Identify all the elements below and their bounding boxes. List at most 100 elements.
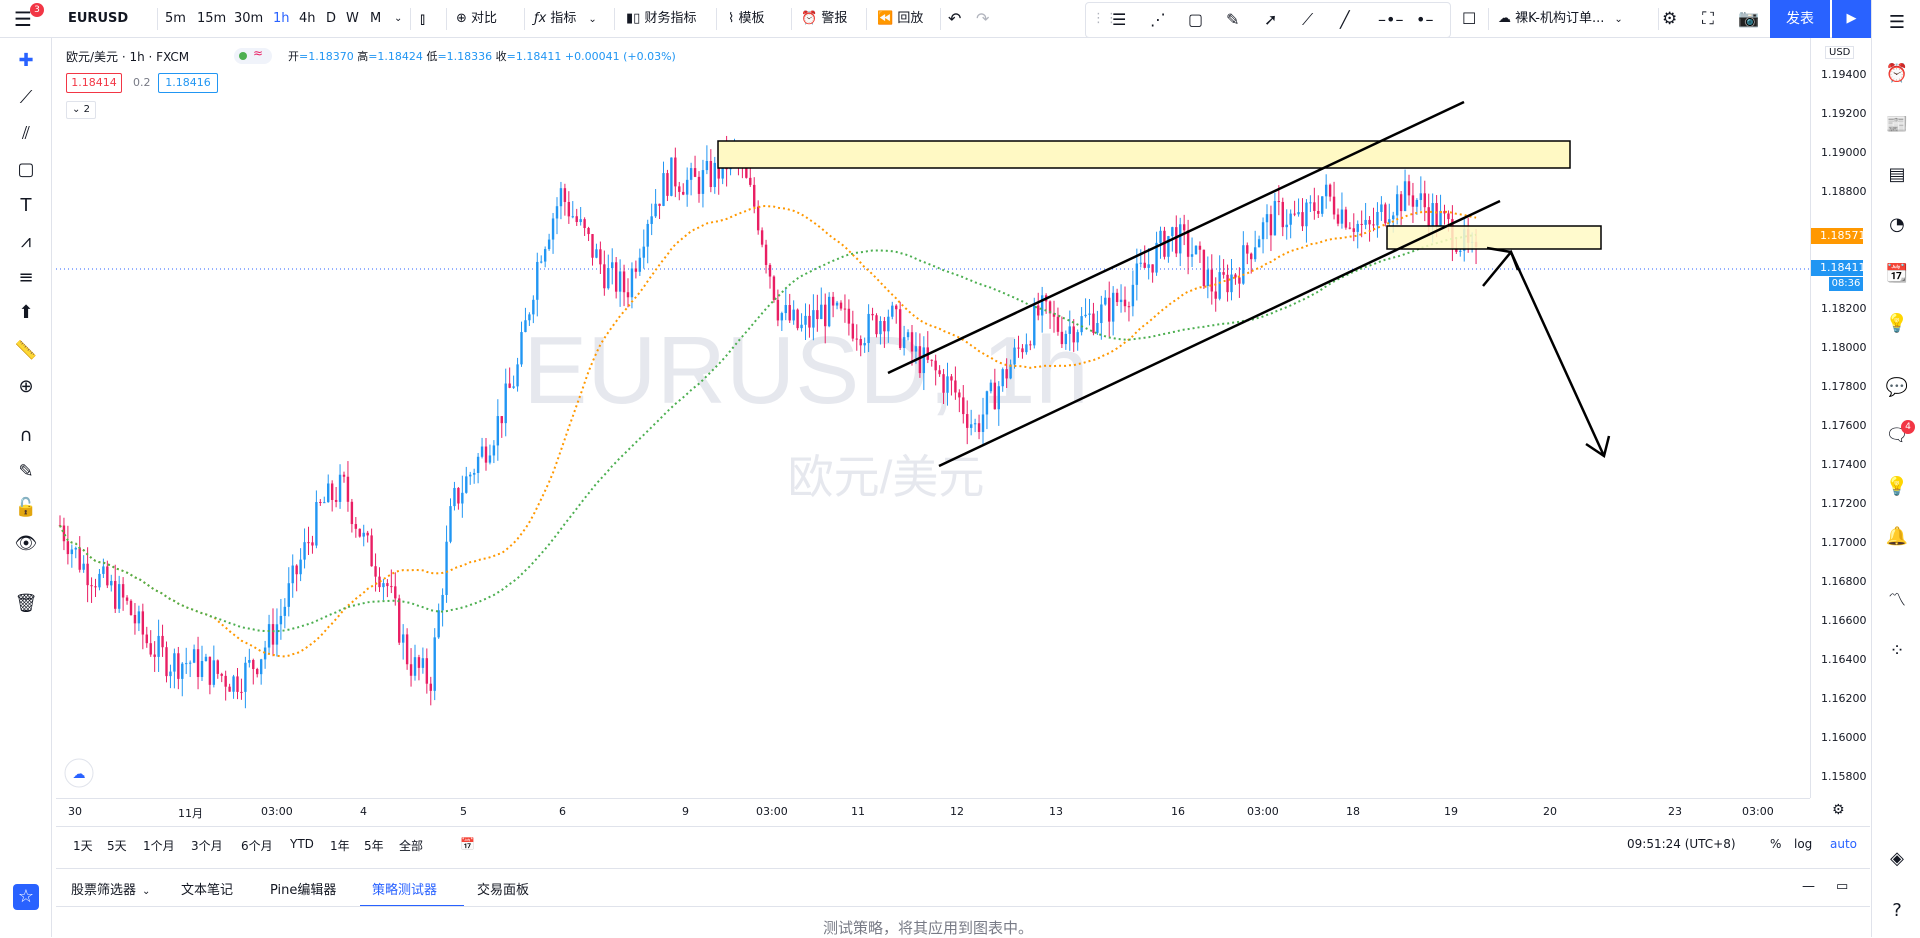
interval-1h[interactable]: 1h [273, 11, 290, 26]
interval-4h[interactable]: 4h [299, 11, 316, 26]
settings-gear-icon[interactable]: ⚙ [1662, 9, 1678, 29]
calendar-icon[interactable]: 📆 [1885, 263, 1909, 284]
tv-logo-icon[interactable] [64, 758, 94, 788]
alarm-clock-icon[interactable]: ⏰ [1885, 63, 1909, 84]
maximize-panel-icon[interactable]: ▭ [1836, 879, 1849, 894]
interval-5m[interactable]: 5m [165, 11, 186, 26]
alert-button[interactable]: ⏰ 警报 [801, 11, 848, 26]
text-icon[interactable]: T [20, 195, 32, 216]
axis-settings-gear-icon[interactable]: ⚙ [1832, 802, 1845, 818]
play-icon[interactable]: ▶ [1832, 0, 1871, 38]
pitchfork-tool-icon[interactable]: ⋰ [1150, 10, 1166, 29]
range-6m[interactable]: 6个月 [241, 839, 273, 853]
lock-icon[interactable]: 🔓 [14, 497, 38, 518]
ruler-icon[interactable]: 📏 [14, 340, 38, 361]
watchlist-icon[interactable]: ☰ [1888, 12, 1906, 33]
range-5y[interactable]: 5年 [364, 839, 384, 853]
interval-w[interactable]: W [346, 11, 359, 26]
lock-drawing-icon[interactable]: ✎ [18, 461, 34, 482]
chat-icon[interactable]: 💬 [1885, 377, 1909, 398]
compare-button[interactable]: ⊕ 对比 [456, 11, 498, 26]
trendline-icon[interactable]: ⟋ [19, 87, 33, 108]
rectangle-tool-icon[interactable]: ▢ [1188, 10, 1204, 29]
trendline-tool-icon[interactable]: ⟋ [1302, 10, 1314, 29]
fib-tool-icon[interactable]: ☰ [1112, 10, 1127, 29]
arrow-tool-icon[interactable]: ➚ [1264, 10, 1278, 29]
data-window-icon[interactable]: ▤ [1888, 164, 1906, 185]
symbol-search[interactable]: EURUSD [68, 11, 129, 26]
shapes-icon[interactable]: ▢ [17, 159, 35, 180]
fullscreen-select-icon[interactable]: ☐ [1462, 9, 1477, 28]
help-icon[interactable]: ? [1892, 900, 1902, 921]
interval-15m[interactable]: 15m [197, 11, 227, 26]
percent-scale-toggle[interactable]: % [1770, 837, 1782, 851]
range-3m[interactable]: 3个月 [191, 839, 223, 853]
ray-tool-icon[interactable]: ╱ [1340, 10, 1350, 29]
collapse-indicators-button[interactable]: ⌄ 2 [66, 101, 96, 119]
brush-tool-icon[interactable]: ✎ [1226, 10, 1240, 29]
range-1y[interactable]: 1年 [330, 839, 350, 853]
time-axis[interactable]: 30 11月 03:00 4 5 6 9 03:00 11 12 13 16 0… [56, 798, 1810, 824]
redo-icon[interactable]: ↷ [976, 9, 990, 28]
publish-button[interactable]: 发表 [1770, 0, 1830, 38]
interval-d[interactable]: D [326, 11, 337, 26]
camera-icon[interactable]: 📷 [1738, 9, 1760, 29]
hotlist-icon[interactable]: ◔ [1889, 214, 1905, 235]
hline-tool-icon[interactable]: –•– [1378, 10, 1404, 29]
channel-upper-line[interactable] [887, 100, 1465, 375]
range-1m[interactable]: 1个月 [143, 839, 175, 853]
projection-arrow[interactable] [1482, 249, 1606, 457]
legend-status[interactable]: ≈ [234, 46, 272, 64]
tab-strategy-tester[interactable]: 策略测试器 [372, 883, 438, 898]
range-all[interactable]: 全部 [399, 839, 424, 853]
pattern-icon[interactable]: ⩘ [20, 231, 32, 252]
currency-label[interactable]: USD [1825, 46, 1855, 59]
menu-icon[interactable]: ☰ [14, 7, 32, 31]
tab-text-notes[interactable]: 文本笔记 [181, 883, 234, 898]
supply-zone-lower[interactable] [1386, 225, 1602, 250]
sell-bid-button[interactable]: 1.18414 [66, 73, 122, 93]
layers-icon[interactable]: ◈ [1890, 848, 1904, 869]
price-chart[interactable]: EURUSD, 1h 欧元/美元 ☁ [56, 38, 1810, 798]
magnet-icon[interactable]: ∩ [19, 425, 33, 446]
range-5d[interactable]: 5天 [107, 839, 127, 853]
buy-ask-button[interactable]: 1.18416 [158, 73, 218, 93]
indicators-button[interactable]: ƒx 指标 ⌄ [534, 11, 597, 26]
layout-name-button[interactable]: ☁ 裸K-机构订单... ⌄ [1498, 11, 1623, 26]
minimize-panel-icon[interactable]: — [1802, 879, 1815, 894]
chevron-down-icon[interactable]: ⌄ [394, 13, 403, 24]
drag-handle-icon[interactable]: ⋮⋮ [1092, 11, 1118, 26]
log-scale-toggle[interactable]: log [1794, 837, 1813, 851]
star-watchlist-icon[interactable]: ☆ [13, 884, 39, 910]
arrow-up-icon[interactable]: ⬆ [18, 302, 34, 323]
goto-date-icon[interactable]: 📅 [460, 837, 475, 851]
channel-lower-line[interactable] [938, 199, 1501, 468]
tab-stock-screener[interactable]: 股票筛选器 ⌄ [71, 883, 151, 898]
trash-icon[interactable]: 🗑 [14, 593, 38, 614]
zoom-in-icon[interactable]: ⊕ [18, 376, 34, 397]
eye-icon[interactable]: 👁 [14, 533, 38, 554]
candle-style-icon[interactable]: ⫾ [420, 9, 426, 28]
news-icon[interactable]: 📰 [1885, 114, 1909, 135]
notifications-bell-icon[interactable]: 🔔 [1885, 526, 1909, 547]
price-axis[interactable]: USD 1.19400 1.19200 1.19000 1.18800 1.18… [1810, 38, 1870, 798]
tab-trading-panel[interactable]: 交易面板 [477, 883, 530, 898]
supply-zone-upper[interactable] [717, 140, 1571, 169]
range-1d[interactable]: 1天 [73, 839, 93, 853]
ideas-bulb-icon[interactable]: 💡 [1885, 313, 1909, 334]
interval-30m[interactable]: 30m [234, 11, 264, 26]
streams-icon[interactable]: 💡 [1885, 476, 1909, 497]
legend-title[interactable]: 欧元/美元 · 1h · FXCM [66, 50, 190, 64]
trend-chart-icon[interactable]: 〽 [1888, 590, 1906, 611]
interval-m[interactable]: M [370, 11, 382, 26]
undo-icon[interactable]: ↶ [948, 9, 962, 28]
object-tree-icon[interactable]: ⁘ [1889, 640, 1905, 661]
templates-button[interactable]: ⌇ 模板 [728, 11, 765, 26]
auto-scale-toggle[interactable]: auto [1830, 837, 1858, 851]
hray-tool-icon[interactable]: •– [1416, 10, 1434, 29]
crosshair-icon[interactable]: ✚ [18, 50, 34, 71]
measure-prediction-icon[interactable]: ≡ [18, 267, 34, 288]
replay-button[interactable]: ⏪ 回放 [877, 11, 924, 26]
financials-button[interactable]: ▮▯ 财务指标 [626, 11, 697, 26]
clock-timezone[interactable]: 09:51:24 (UTC+8) [1627, 837, 1736, 851]
